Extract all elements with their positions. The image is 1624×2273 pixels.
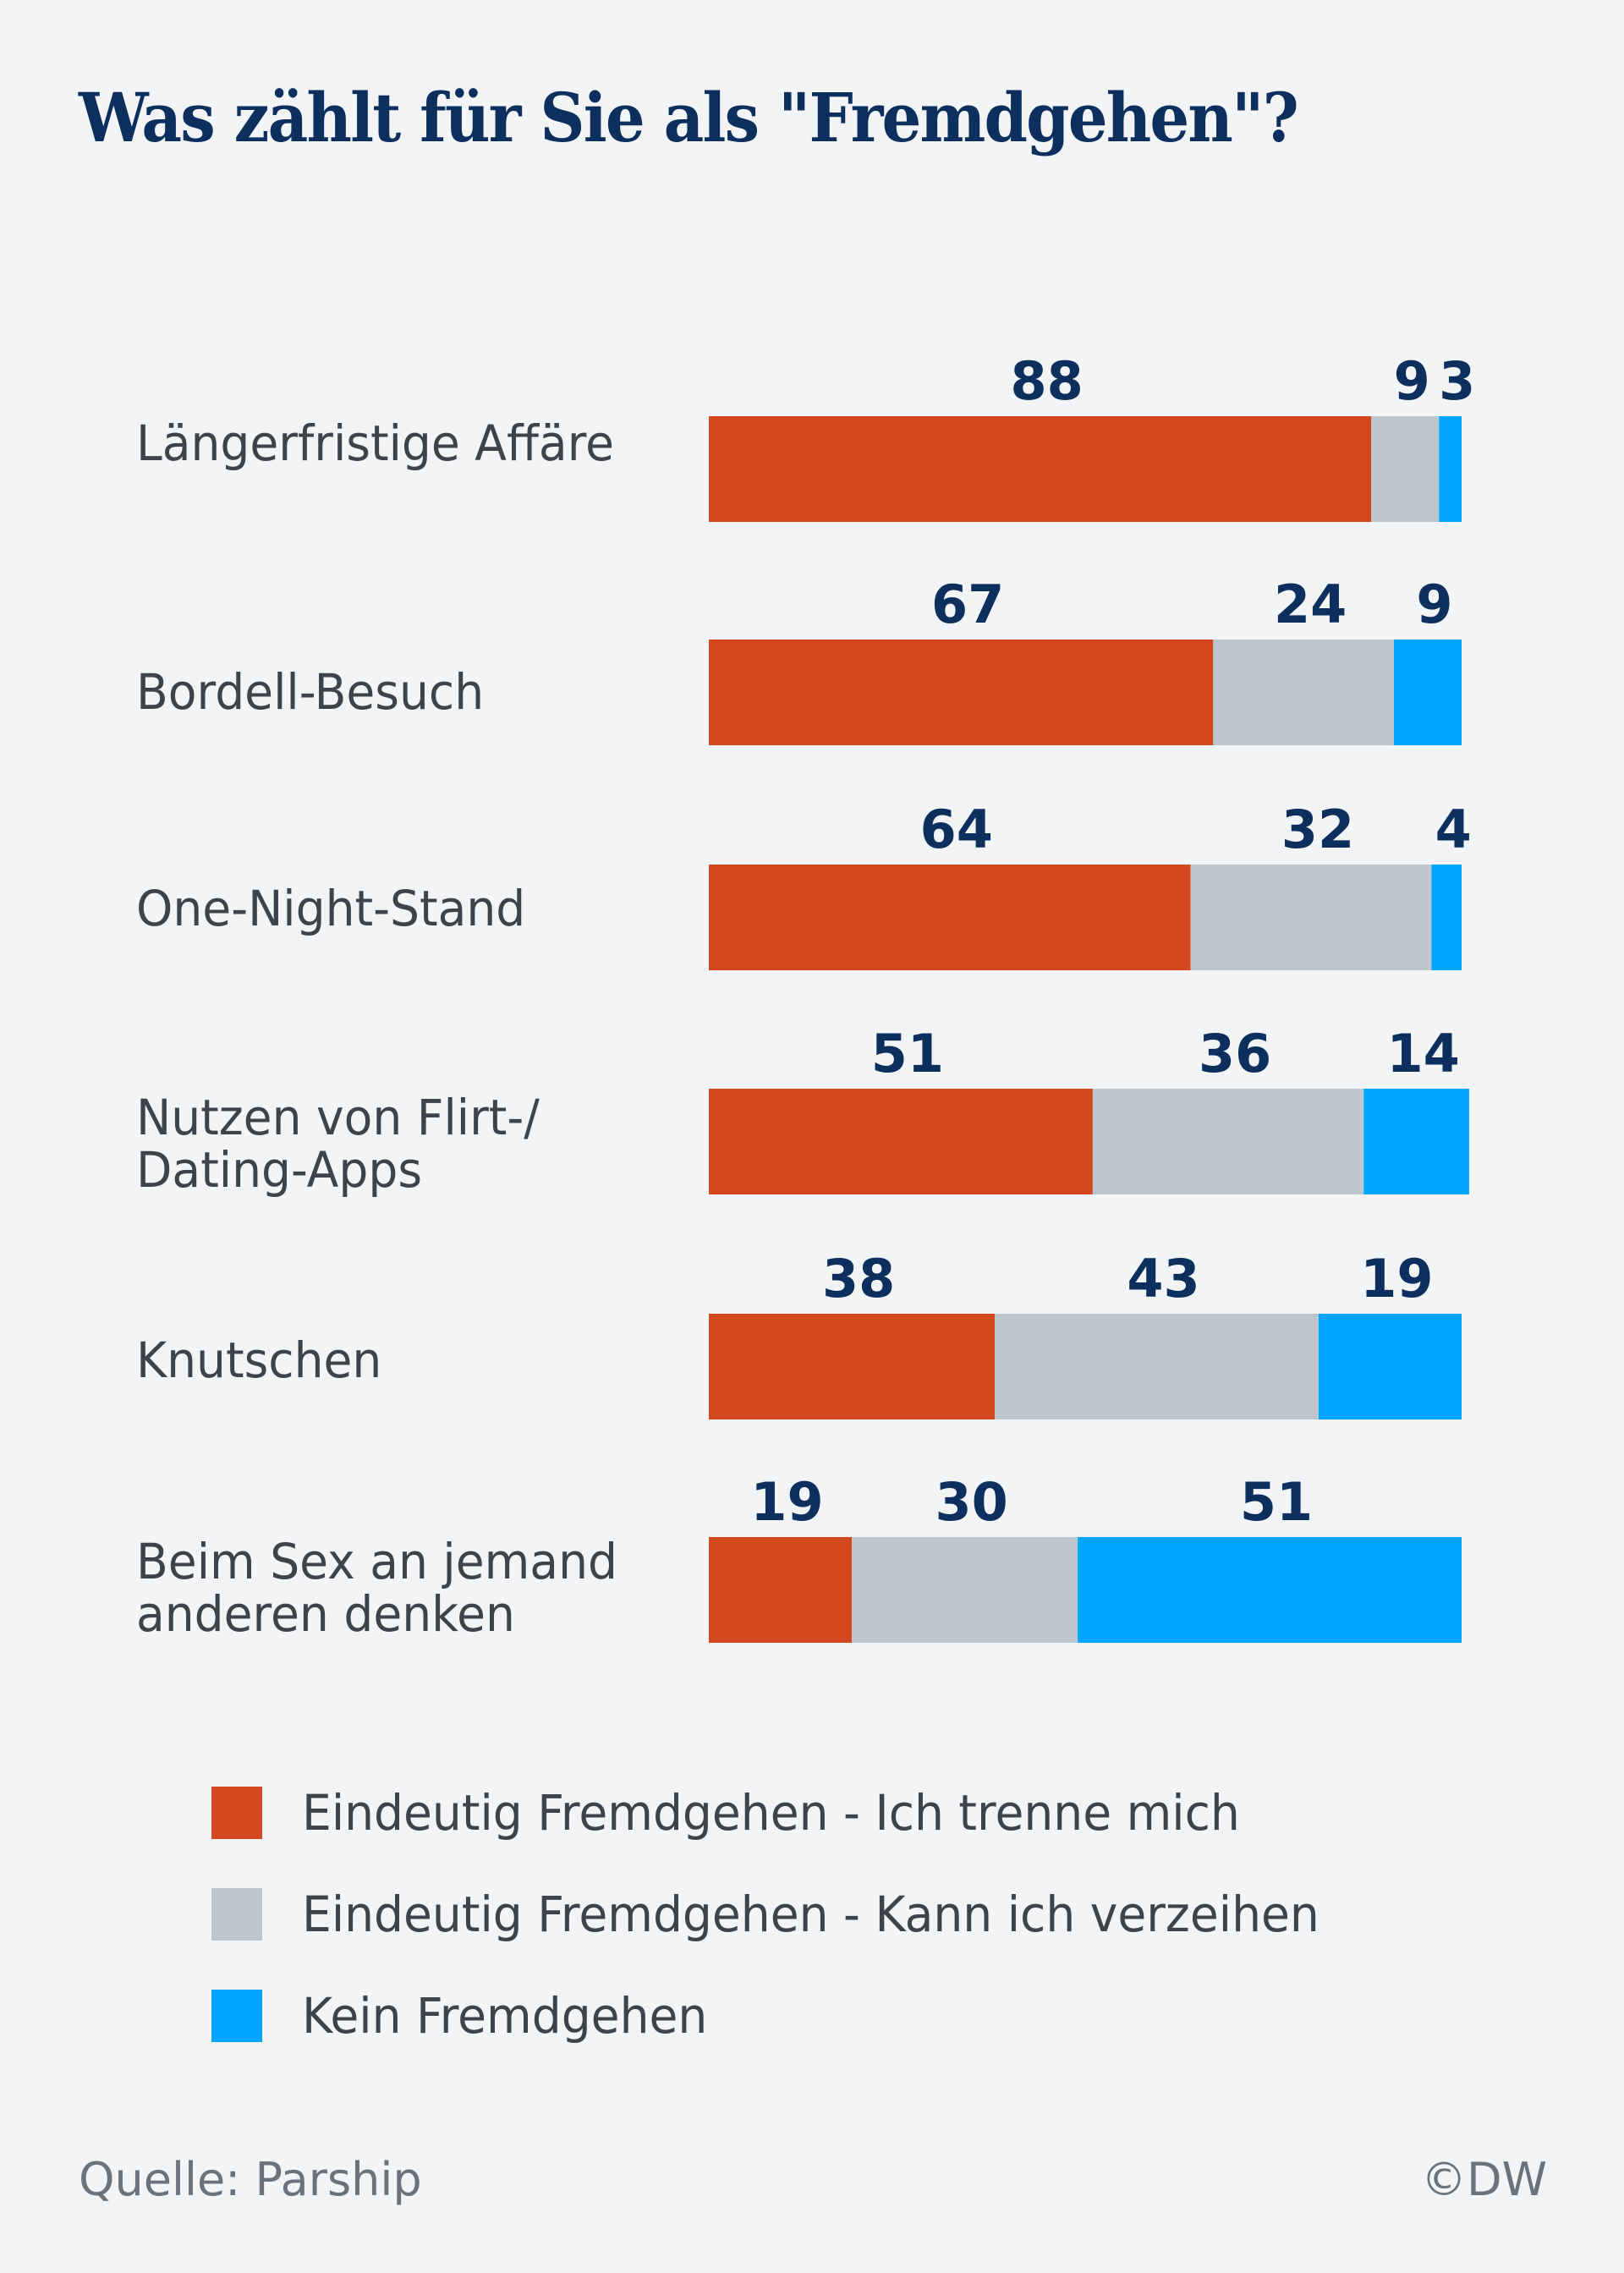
legend-label: Eindeutig Fremdgehen - Kann ich verzeihe…: [302, 1886, 1320, 1943]
category-label: Knutschen: [136, 1331, 382, 1389]
chart-title: Was zählt für Sie als "Fremdgehen"?: [79, 78, 1299, 157]
data-label: 4: [1435, 799, 1472, 860]
legend-swatch: [211, 1787, 262, 1839]
bar-segment: [1439, 416, 1462, 522]
category-label: Längerfristige Affäre: [136, 415, 615, 472]
data-label: 30: [935, 1471, 1007, 1533]
category-label: Nutzen von Flirt-/ Dating-Apps: [136, 1089, 540, 1199]
legend-item: Kein Fremdgehen: [211, 1987, 729, 2045]
category-label: Beim Sex an jemand anderen denken: [136, 1533, 617, 1643]
bar-segment: [1431, 865, 1462, 970]
data-label: 9: [1394, 350, 1430, 412]
data-label: 51: [1240, 1471, 1313, 1533]
data-label: 36: [1199, 1023, 1271, 1084]
data-label: 38: [822, 1248, 895, 1309]
data-label: 9: [1416, 574, 1452, 635]
bar-segment: [1393, 640, 1462, 745]
legend-swatch: [211, 1990, 262, 2042]
bar-segment: [709, 640, 1214, 745]
bar-segment: [1318, 1314, 1462, 1419]
data-label: 67: [931, 574, 1004, 635]
data-label: 3: [1439, 350, 1475, 412]
bar-segment: [1078, 1537, 1462, 1643]
legend-label: Eindeutig Fremdgehen - Ich trenne mich: [302, 1784, 1240, 1842]
bar-segment: [1092, 1089, 1364, 1194]
legend-label: Kein Fremdgehen: [302, 1987, 708, 2045]
bar-segment: [1213, 640, 1394, 745]
bar-segment: [1363, 1089, 1469, 1194]
bar-segment: [709, 1314, 996, 1419]
bar-segment: [709, 1089, 1093, 1194]
bar-segment: [1190, 865, 1432, 970]
legend-item: Eindeutig Fremdgehen - Kann ich verzeihe…: [211, 1886, 1373, 1943]
bar-segment: [709, 416, 1372, 522]
data-label: 19: [1360, 1248, 1433, 1309]
bar-segment: [852, 1537, 1078, 1643]
category-label: One-Night-Stand: [136, 880, 526, 937]
data-label: 19: [750, 1471, 823, 1533]
data-label: 64: [920, 799, 993, 860]
data-label: 43: [1127, 1248, 1199, 1309]
bar-segment: [1371, 416, 1440, 522]
data-label: 51: [871, 1023, 944, 1084]
bar-segment: [709, 1537, 853, 1643]
legend-swatch: [211, 1888, 262, 1941]
bar-segment: [995, 1314, 1319, 1419]
category-label: Bordell-Besuch: [136, 663, 485, 721]
copyright: ©DW: [1421, 2153, 1547, 2206]
legend-item: Eindeutig Fremdgehen - Ich trenne mich: [211, 1784, 1289, 1842]
data-label: 14: [1386, 1023, 1459, 1084]
source-note: Quelle: Parship: [79, 2153, 422, 2206]
data-label: 24: [1274, 574, 1347, 635]
data-label: 32: [1281, 799, 1354, 860]
bar-segment: [709, 865, 1191, 970]
data-label: 88: [1010, 350, 1083, 412]
